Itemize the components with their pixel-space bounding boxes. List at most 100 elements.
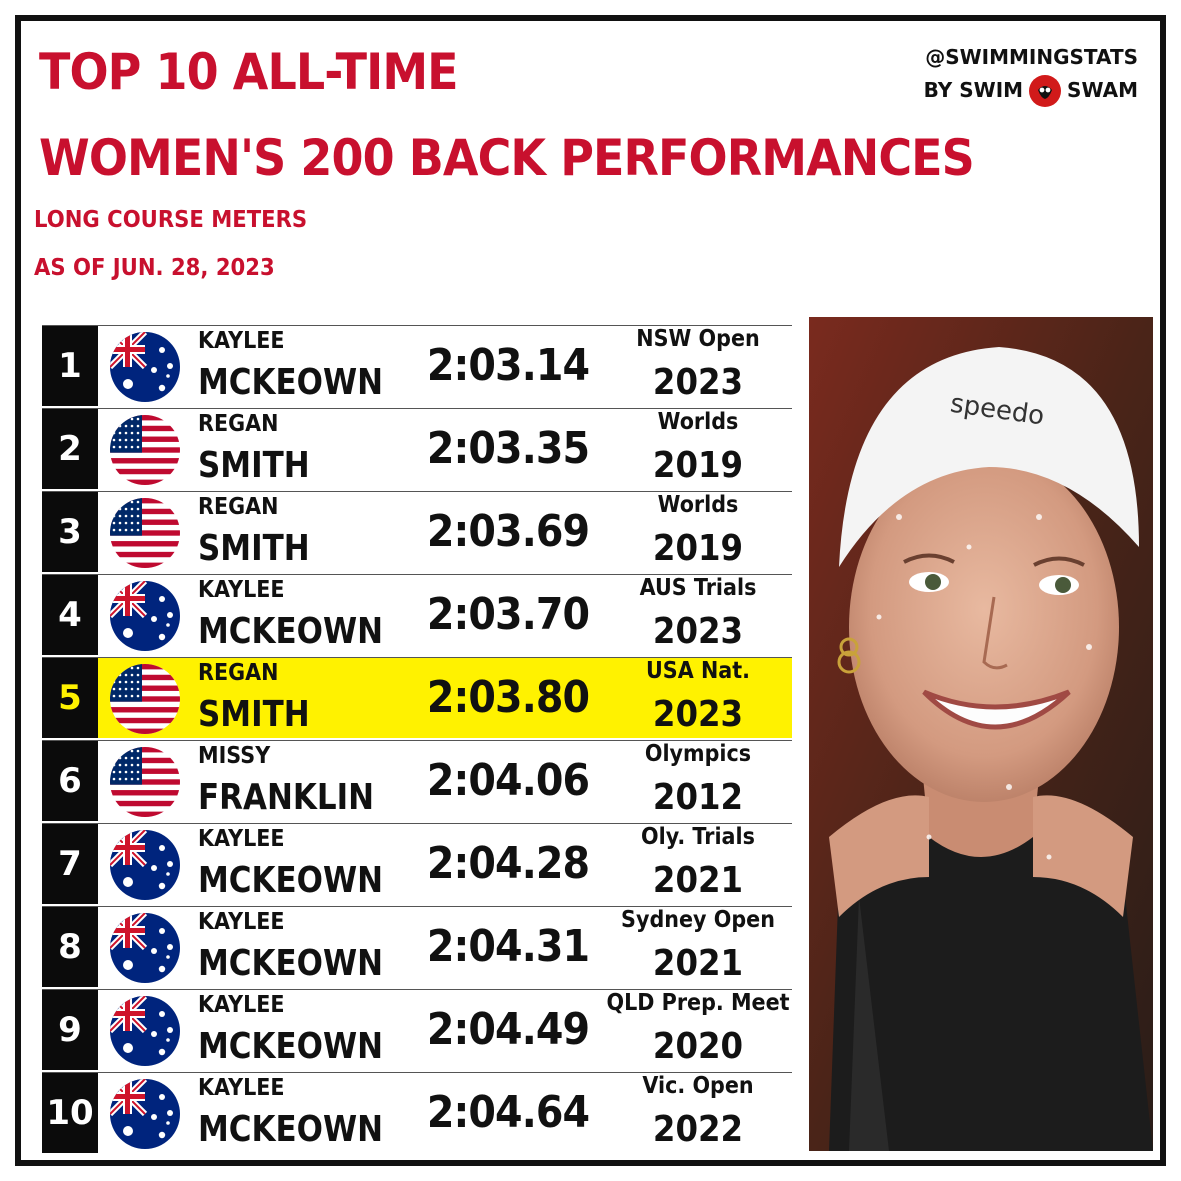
meet-year: 2021	[652, 943, 744, 984]
usa-flag-icon	[110, 415, 180, 485]
meet-year: 2020	[652, 1026, 744, 1067]
swim-time: 2:03.70	[426, 589, 590, 640]
swimmer-last-name: MCKEOWN	[198, 1026, 384, 1067]
meet-year: 2019	[652, 528, 744, 569]
meet-name: Olympics	[644, 741, 752, 767]
meet-name: QLD Prep. Meet	[606, 990, 790, 1016]
swim-time: 2:04.31	[426, 921, 590, 972]
australia-flag-icon	[110, 581, 180, 651]
meet-year: 2021	[652, 860, 744, 901]
swimmer-first-name: KAYLEE	[198, 909, 285, 935]
rank-number: 4	[42, 575, 98, 655]
swim-time: 2:03.14	[426, 340, 590, 391]
meet-name: Vic. Open	[642, 1073, 754, 1099]
swimmer-last-name: SMITH	[198, 445, 310, 486]
swimmer-last-name: SMITH	[198, 694, 310, 735]
rank-number: 7	[42, 824, 98, 904]
swimmer-last-name: MCKEOWN	[198, 362, 384, 403]
row-body: KAYLEE MCKEOWN 2:04.28 Oly. Trials 2021	[98, 824, 792, 904]
swimmer-first-name: REGAN	[198, 494, 279, 520]
meet-year: 2023	[652, 611, 744, 652]
title-line-1: TOP 10 ALL-TIME	[39, 43, 459, 101]
rank-number: 10	[42, 1073, 98, 1153]
usa-flag-icon	[110, 747, 180, 817]
subtitle-course: LONG COURSE METERS	[34, 207, 308, 233]
swim-time: 2:03.69	[426, 506, 590, 557]
brand-handle: @SWIMMINGSTATS	[925, 45, 1138, 69]
row-body: REGAN SMITH 2:03.69 Worlds 2019	[98, 492, 792, 572]
meet-name: NSW Open	[636, 326, 760, 352]
row-body: KAYLEE MCKEOWN 2:04.31 Sydney Open 2021	[98, 907, 792, 987]
ranking-row: 1 KAYLEE MCKEOWN 2:03.14 NSW Open 2023	[42, 325, 792, 406]
swim-time: 2:04.28	[426, 838, 590, 889]
swimmer-first-name: REGAN	[198, 660, 279, 686]
row-body: REGAN SMITH 2:03.80 USA Nat. 2023	[98, 658, 792, 738]
row-body: REGAN SMITH 2:03.35 Worlds 2019	[98, 409, 792, 489]
brand-swam: SWAM	[1067, 78, 1138, 102]
meet-name: Worlds	[657, 492, 739, 518]
swimmer-first-name: REGAN	[198, 411, 279, 437]
swim-time: 2:04.06	[426, 755, 590, 806]
row-body: KAYLEE MCKEOWN 2:03.14 NSW Open 2023	[98, 326, 792, 406]
swimmer-first-name: KAYLEE	[198, 328, 285, 354]
row-body: KAYLEE MCKEOWN 2:04.64 Vic. Open 2022	[98, 1073, 792, 1153]
ranking-row: 9 KAYLEE MCKEOWN 2:04.49 QLD Prep. Meet 2020	[42, 989, 792, 1070]
swim-time: 2:03.35	[426, 423, 590, 474]
rank-number: 8	[42, 907, 98, 987]
swim-time: 2:04.49	[426, 1004, 590, 1055]
row-body: KAYLEE MCKEOWN 2:03.70 AUS Trials 2023	[98, 575, 792, 655]
swimmer-last-name: MCKEOWN	[198, 611, 384, 652]
ranking-row: 2 REGAN SMITH 2:03.35 Worlds 2019	[42, 408, 792, 489]
rank-number: 5	[42, 658, 98, 738]
swimswam-logo-icon	[1029, 74, 1062, 107]
usa-flag-icon	[110, 664, 180, 734]
swimmer-last-name: MCKEOWN	[198, 943, 384, 984]
meet-year: 2023	[652, 362, 744, 403]
rank-number: 3	[42, 492, 98, 572]
australia-flag-icon	[110, 913, 180, 983]
ranking-row: 10 KAYLEE MCKEOWN 2:04.64 Vic. Open 2022	[42, 1072, 792, 1153]
row-body: MISSY FRANKLIN 2:04.06 Olympics 2012	[98, 741, 792, 821]
rank-number: 1	[42, 326, 98, 406]
swimmer-last-name: MCKEOWN	[198, 1109, 384, 1150]
meet-name: Oly. Trials	[641, 824, 755, 850]
swim-time: 2:04.64	[426, 1087, 590, 1138]
ranking-row: 7 KAYLEE MCKEOWN 2:04.28 Oly. Trials 2021	[42, 823, 792, 904]
rankings-table: 1 KAYLEE MCKEOWN 2:03.14 NSW Open 2023 2 REGAN S…	[42, 325, 792, 1155]
meet-year: 2012	[652, 777, 744, 818]
row-body: KAYLEE MCKEOWN 2:04.49 QLD Prep. Meet 2020	[98, 990, 792, 1070]
meet-name: Sydney Open	[621, 907, 775, 933]
usa-flag-icon	[110, 498, 180, 568]
australia-flag-icon	[110, 1079, 180, 1149]
swimmer-first-name: KAYLEE	[198, 992, 285, 1018]
swimmer-first-name: KAYLEE	[198, 577, 285, 603]
ranking-row: 8 KAYLEE MCKEOWN 2:04.31 Sydney Open 2021	[42, 906, 792, 987]
ranking-row: 3 REGAN SMITH 2:03.69 Worlds 2019	[42, 491, 792, 572]
ranking-row: 4 KAYLEE MCKEOWN 2:03.70 AUS Trials 2023	[42, 574, 792, 655]
meet-year: 2019	[652, 445, 744, 486]
rank-number: 9	[42, 990, 98, 1070]
australia-flag-icon	[110, 996, 180, 1066]
swimmer-last-name: SMITH	[198, 528, 310, 569]
australia-flag-icon	[110, 830, 180, 900]
australia-flag-icon	[110, 332, 180, 402]
swimmer-first-name: KAYLEE	[198, 826, 285, 852]
swimmer-last-name: FRANKLIN	[198, 777, 375, 818]
rank-number: 6	[42, 741, 98, 821]
swimmer-last-name: MCKEOWN	[198, 860, 384, 901]
brand-byline: BY SWIM SWAM	[924, 74, 1138, 107]
swim-time: 2:03.80	[426, 672, 590, 723]
swimmer-first-name: KAYLEE	[198, 1075, 285, 1101]
swimmer-first-name: MISSY	[198, 743, 271, 769]
swimmer-portrait-photo: speedo	[809, 317, 1153, 1151]
rank-number: 2	[42, 409, 98, 489]
brand-by-swim: BY SWIM	[923, 78, 1024, 102]
graphic-frame: TOP 10 ALL-TIME WOMEN'S 200 BACK PERFORM…	[15, 15, 1166, 1166]
ranking-row: 6 MISSY FRANKLIN 2:04.06 Olympics 2012	[42, 740, 792, 821]
meet-year: 2023	[652, 694, 744, 735]
ranking-row: 5 REGAN SMITH 2:03.80 USA Nat. 2023	[42, 657, 792, 738]
brand-block: @SWIMMINGSTATS BY SWIM SWAM	[924, 41, 1138, 107]
meet-name: Worlds	[657, 409, 739, 435]
title-line-2: WOMEN'S 200 BACK PERFORMANCES	[39, 129, 975, 187]
meet-name: USA Nat.	[645, 658, 751, 684]
